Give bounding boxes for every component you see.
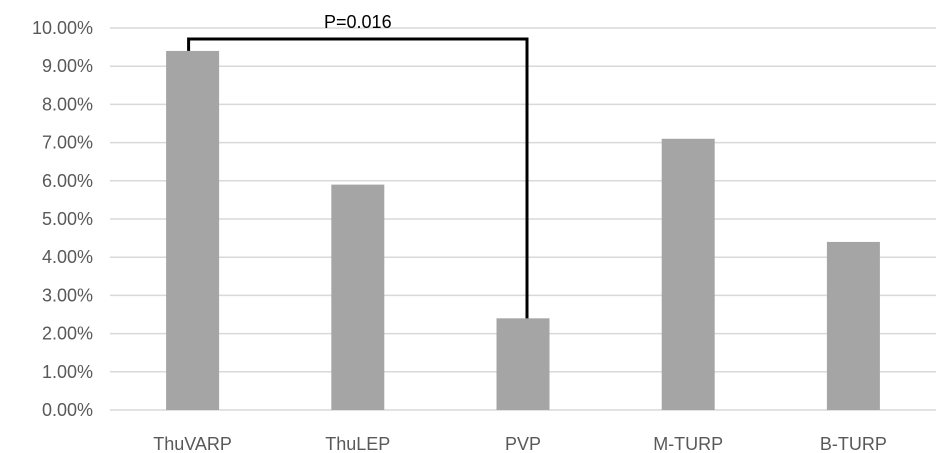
y-tick-label: 4.00% (42, 247, 93, 267)
bar-thuvarp (166, 50, 220, 411)
x-category-label: B-TURP (820, 434, 887, 453)
bar-b-turp (826, 241, 880, 410)
gridlines (110, 27, 936, 411)
y-tick-label: 2.00% (42, 324, 93, 344)
p-value-label: P=0.016 (324, 12, 392, 32)
x-category-label: PVP (505, 434, 541, 453)
significance-annotation: P=0.016 (187, 12, 529, 319)
x-category-label: ThuLEP (325, 434, 390, 453)
y-tick-label: 7.00% (42, 133, 93, 153)
y-tick-label: 3.00% (42, 285, 93, 305)
y-tick-label: 9.00% (42, 56, 93, 76)
y-tick-label: 5.00% (42, 209, 93, 229)
x-category-label: ThuVARP (153, 434, 232, 453)
y-axis-tick-labels: 0.00% 1.00% 2.00% 3.00% 4.00% 5.00% 6.00% 7.00%… (32, 18, 93, 420)
significance-bracket (187, 37, 529, 319)
bar-pvp (496, 318, 550, 410)
bar-m-turp (661, 138, 715, 410)
y-tick-label: 0.00% (42, 400, 93, 420)
y-tick-label: 8.00% (42, 94, 93, 114)
x-axis-category-labels: ThuVARP ThuLEP PVP M-TURP B-TURP (153, 434, 887, 453)
y-tick-label: 6.00% (42, 171, 93, 191)
bars (166, 50, 880, 411)
y-tick-label: 10.00% (32, 18, 93, 38)
bar-thulep (331, 184, 385, 410)
x-category-label: M-TURP (653, 434, 723, 453)
y-tick-label: 1.00% (42, 362, 93, 382)
